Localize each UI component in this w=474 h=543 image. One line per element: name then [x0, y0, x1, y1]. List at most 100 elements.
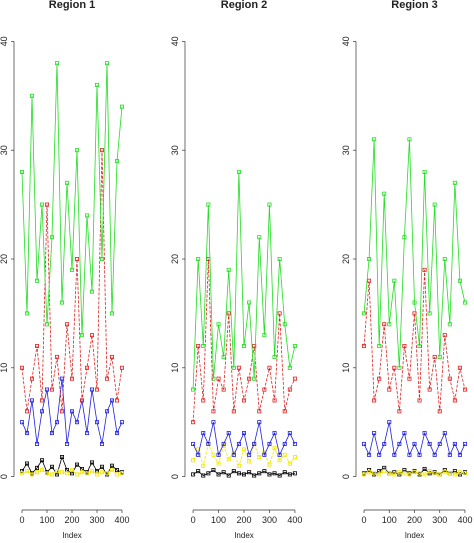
- x-tick-label: 0: [191, 515, 196, 525]
- point-marker: [282, 322, 287, 327]
- point-marker: [457, 472, 462, 477]
- point-marker: [221, 387, 226, 392]
- point-marker: [407, 376, 412, 381]
- point-marker: [105, 409, 110, 414]
- point-marker: [110, 311, 115, 316]
- point-marker: [65, 180, 70, 185]
- point-marker: [422, 472, 427, 477]
- y-tick-label: 30: [170, 145, 180, 155]
- point-marker: [382, 469, 387, 474]
- x-tick-label: 0: [19, 515, 24, 525]
- point-marker: [437, 354, 442, 359]
- point-marker: [417, 471, 422, 476]
- point-marker: [452, 441, 457, 446]
- point-marker: [221, 354, 226, 359]
- point-marker: [392, 452, 397, 457]
- point-marker: [201, 463, 206, 468]
- point-marker: [241, 398, 246, 403]
- point-marker: [95, 472, 100, 477]
- point-marker: [372, 471, 377, 476]
- point-marker: [191, 420, 196, 425]
- point-marker: [50, 387, 55, 392]
- point-marker: [105, 376, 110, 381]
- point-marker: [196, 344, 201, 349]
- point-marker: [377, 452, 382, 457]
- point-marker: [115, 159, 120, 164]
- point-marker: [75, 256, 80, 261]
- point-marker: [442, 333, 447, 338]
- point-marker: [402, 344, 407, 349]
- point-marker: [412, 470, 417, 475]
- point-marker: [272, 471, 277, 476]
- point-marker: [191, 441, 196, 446]
- point-marker: [387, 420, 392, 425]
- point-marker: [382, 322, 387, 327]
- x-tick-label: 100: [39, 515, 54, 525]
- point-marker: [115, 468, 120, 473]
- x-tick-label: 300: [432, 515, 447, 525]
- point-marker: [267, 365, 272, 370]
- point-marker: [236, 169, 241, 174]
- point-marker: [382, 441, 387, 446]
- point-marker: [105, 471, 110, 476]
- point-marker: [417, 344, 422, 349]
- point-marker: [55, 469, 60, 474]
- point-marker: [85, 471, 90, 476]
- point-marker: [372, 431, 377, 436]
- point-marker: [90, 387, 95, 392]
- point-marker: [367, 452, 372, 457]
- point-marker: [241, 344, 246, 349]
- y-tick-label: 10: [170, 363, 180, 373]
- point-marker: [262, 333, 267, 338]
- point-marker: [60, 455, 65, 460]
- point-marker: [437, 472, 442, 477]
- point-marker: [19, 469, 24, 474]
- point-marker: [120, 104, 125, 109]
- point-marker: [292, 455, 297, 460]
- point-marker: [70, 409, 75, 414]
- point-marker: [397, 470, 402, 475]
- point-marker: [115, 398, 120, 403]
- point-marker: [100, 441, 105, 446]
- y-tick-label: 40: [0, 36, 9, 46]
- point-marker: [221, 441, 226, 446]
- point-marker: [382, 191, 387, 196]
- point-marker: [372, 137, 377, 142]
- point-marker: [19, 420, 24, 425]
- point-marker: [247, 470, 252, 475]
- point-marker: [267, 441, 272, 446]
- point-marker: [452, 472, 457, 477]
- point-marker: [45, 202, 50, 207]
- point-marker: [407, 452, 412, 457]
- point-marker: [19, 169, 24, 174]
- point-marker: [115, 472, 120, 477]
- point-marker: [191, 472, 196, 477]
- point-marker: [282, 470, 287, 475]
- point-marker: [462, 471, 467, 476]
- x-tick-label: 400: [287, 515, 302, 525]
- point-marker: [292, 344, 297, 349]
- point-marker: [211, 452, 216, 457]
- point-marker: [407, 472, 412, 477]
- point-marker: [196, 452, 201, 457]
- y-tick-label: 0: [341, 474, 351, 479]
- point-marker: [40, 398, 45, 403]
- point-marker: [462, 387, 467, 392]
- point-marker: [24, 311, 29, 316]
- point-marker: [206, 441, 211, 446]
- point-marker: [287, 365, 292, 370]
- y-tick-label: 0: [0, 474, 9, 479]
- point-marker: [50, 472, 55, 477]
- point-marker: [447, 471, 452, 476]
- y-tick-label: 40: [170, 36, 180, 46]
- x-tick-label: 100: [211, 515, 226, 525]
- point-marker: [206, 471, 211, 476]
- point-marker: [226, 311, 231, 316]
- point-marker: [85, 365, 90, 370]
- point-marker: [392, 472, 397, 477]
- point-marker: [29, 93, 34, 98]
- point-marker: [442, 256, 447, 261]
- point-marker: [402, 431, 407, 436]
- point-marker: [457, 365, 462, 370]
